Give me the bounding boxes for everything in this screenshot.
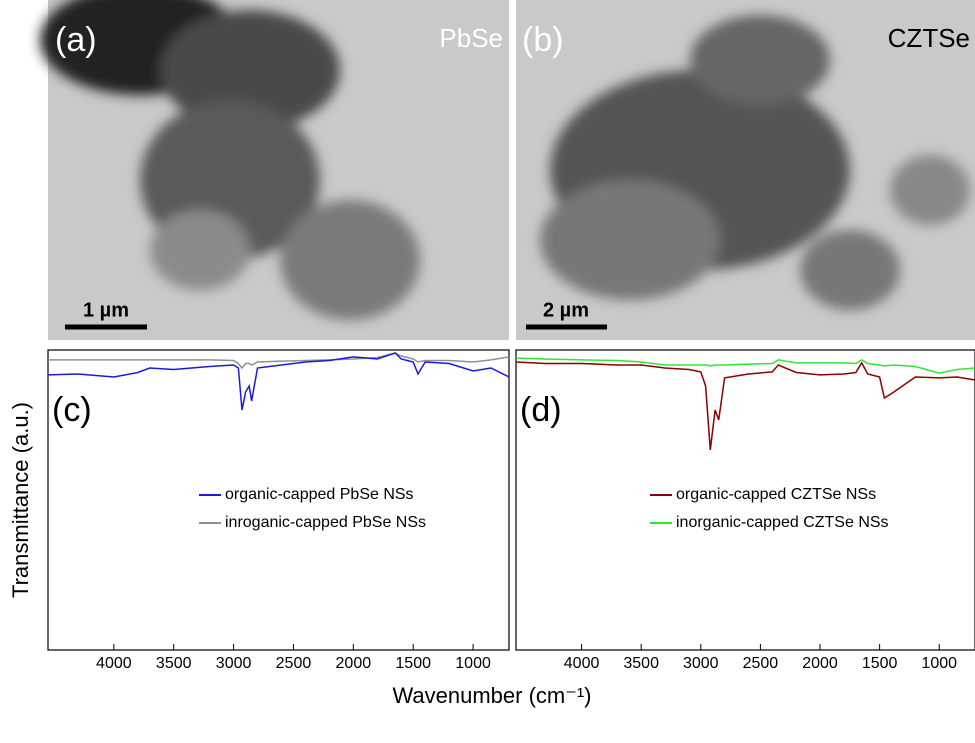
- tem-image-a: [40, 0, 509, 340]
- x-tick-label: 3500: [156, 655, 192, 672]
- legend-label: organic-capped CZTSe NSs: [676, 486, 876, 503]
- x-tick-label: 4000: [96, 655, 132, 672]
- legend-label: inroganic-capped PbSe NSs: [225, 514, 426, 531]
- x-tick-label: 1500: [395, 655, 431, 672]
- sample-name: PbSe: [439, 23, 503, 53]
- legend-label: organic-capped PbSe NSs: [225, 486, 414, 503]
- image-texts: (a) PbSe 1 µm (b) CZTSe 2 µm Transmittan…: [8, 21, 970, 708]
- panel-label: (b): [522, 21, 564, 59]
- panel-label: (c): [52, 391, 92, 429]
- x-tick-label: 2500: [276, 655, 312, 672]
- series-line: [47, 352, 510, 411]
- x-tick-label: 2500: [743, 655, 779, 672]
- plot-frame: [47, 349, 510, 651]
- plot-frame: [515, 349, 975, 651]
- x-tick-label: 2000: [802, 655, 838, 672]
- x-tick-label: 1500: [862, 655, 898, 672]
- scale-bar-label: 2 µm: [543, 299, 589, 321]
- x-tick-label: 3000: [683, 655, 719, 672]
- x-tick-label: 4000: [564, 655, 600, 672]
- x-tick-label: 1000: [921, 655, 957, 672]
- series-line: [515, 361, 975, 450]
- series-line: [48, 352, 510, 370]
- scale-bar-label: 1 µm: [83, 299, 129, 321]
- panel-label: (a): [55, 21, 97, 59]
- x-tick-label: 1000: [455, 655, 491, 672]
- sample-name: CZTSe: [888, 23, 970, 53]
- series-line: [515, 357, 975, 374]
- panel-label: (d): [520, 391, 562, 429]
- legend-label: inorganic-capped CZTSe NSs: [676, 514, 889, 531]
- x-tick-label: 3500: [623, 655, 659, 672]
- tem-image-b: [516, 0, 975, 340]
- y-axis-label: Transmittance (a.u.): [8, 402, 33, 598]
- x-tick-label: 3000: [216, 655, 252, 672]
- x-axis-label: Wavenumber (cm⁻¹): [392, 683, 591, 708]
- x-tick-label: 2000: [336, 655, 372, 672]
